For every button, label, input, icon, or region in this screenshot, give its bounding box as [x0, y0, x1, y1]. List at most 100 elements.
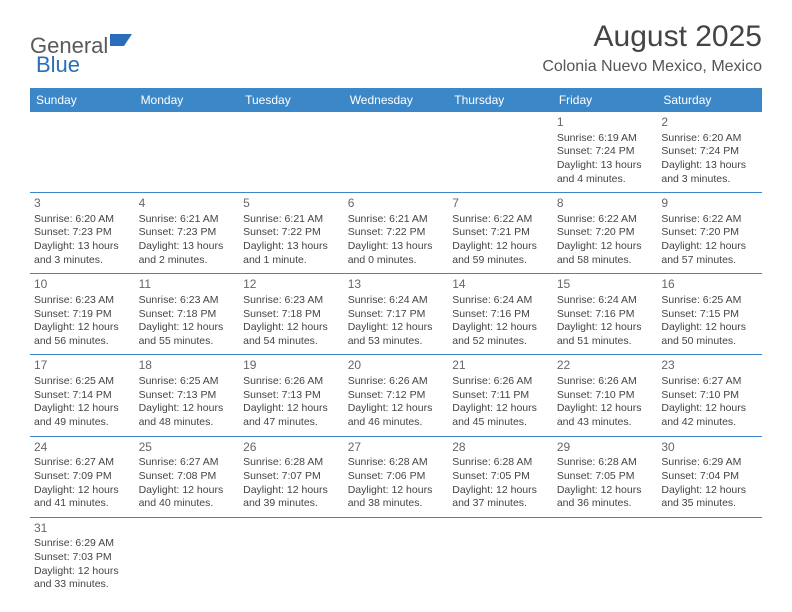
sunrise-text: Sunrise: 6:24 AM [452, 294, 549, 308]
sunrise-text: Sunrise: 6:25 AM [34, 375, 131, 389]
day-number: 6 [348, 196, 445, 212]
sunrise-text: Sunrise: 6:22 AM [661, 213, 758, 227]
daylight-text: Daylight: 13 hours and 3 minutes. [34, 240, 131, 267]
sunset-text: Sunset: 7:22 PM [243, 226, 340, 240]
calendar-cell: 27Sunrise: 6:28 AMSunset: 7:06 PMDayligh… [344, 436, 449, 517]
sunset-text: Sunset: 7:09 PM [34, 470, 131, 484]
calendar-cell: 6Sunrise: 6:21 AMSunset: 7:22 PMDaylight… [344, 193, 449, 274]
calendar-row: 1Sunrise: 6:19 AM Sunset: 7:24 PM Daylight… [30, 112, 762, 193]
sunrise-text: Sunrise: 6:27 AM [661, 375, 758, 389]
daylight-text: Daylight: 12 hours and 38 minutes. [348, 484, 445, 511]
day-number: 23 [661, 358, 758, 374]
sunrise-text: Sunrise: 6:22 AM [557, 213, 654, 227]
sunrise-text: Sunrise: 6:24 AM [348, 294, 445, 308]
day-number: 11 [139, 277, 236, 293]
sunrise-text: Sunrise: 6:25 AM [139, 375, 236, 389]
calendar-cell: 29Sunrise: 6:28 AMSunset: 7:05 PMDayligh… [553, 436, 658, 517]
sunset-text: Sunset: 7:23 PM [139, 226, 236, 240]
month-title: August 2025 [542, 20, 762, 54]
sunset-text: Sunset: 7:20 PM [661, 226, 758, 240]
calendar-row: 17Sunrise: 6:25 AMSunset: 7:14 PMDayligh… [30, 355, 762, 436]
daylight-text: Daylight: 12 hours and 55 minutes. [139, 321, 236, 348]
calendar-cell: 13Sunrise: 6:24 AMSunset: 7:17 PMDayligh… [344, 274, 449, 355]
day-number: 15 [557, 277, 654, 293]
calendar-cell: 2Sunrise: 6:20 AMSunset: 7:24 PMDaylight… [657, 112, 762, 193]
sunset-text: Sunset: 7:24 PM [661, 145, 758, 159]
sunset-text: Sunset: 7:10 PM [661, 389, 758, 403]
calendar-cell: 15Sunrise: 6:24 AMSunset: 7:16 PMDayligh… [553, 274, 658, 355]
sunset-text: Sunset: 7:15 PM [661, 308, 758, 322]
sunrise-text: Sunrise: 6:20 AM [661, 132, 758, 146]
sunset-text: Sunset: 7:22 PM [348, 226, 445, 240]
day-number: 21 [452, 358, 549, 374]
calendar-cell: 7Sunrise: 6:22 AMSunset: 7:21 PMDaylight… [448, 193, 553, 274]
calendar-cell: 17Sunrise: 6:25 AMSunset: 7:14 PMDayligh… [30, 355, 135, 436]
weekday-header: Wednesday [344, 88, 449, 112]
calendar-cell [135, 112, 240, 193]
daylight-text: Daylight: 12 hours and 57 minutes. [661, 240, 758, 267]
logo-blue: Blue [36, 52, 80, 78]
calendar-row: 24Sunrise: 6:27 AMSunset: 7:09 PMDayligh… [30, 436, 762, 517]
header: General August 2025 Colonia Nuevo Mexico… [30, 20, 762, 76]
sunrise-text: Sunrise: 6:29 AM [34, 537, 131, 551]
weekday-header: Tuesday [239, 88, 344, 112]
daylight-text: Daylight: 12 hours and 58 minutes. [557, 240, 654, 267]
calendar-cell [448, 517, 553, 598]
calendar-cell [657, 517, 762, 598]
daylight-text: Daylight: 12 hours and 45 minutes. [452, 402, 549, 429]
sunrise-text: Sunrise: 6:21 AM [348, 213, 445, 227]
day-number: 20 [348, 358, 445, 374]
day-number: 22 [557, 358, 654, 374]
day-number: 2 [661, 115, 758, 131]
sunset-text: Sunset: 7:05 PM [452, 470, 549, 484]
calendar-cell: 22Sunrise: 6:26 AMSunset: 7:10 PMDayligh… [553, 355, 658, 436]
day-number: 19 [243, 358, 340, 374]
day-number: 1 [557, 115, 654, 131]
sunrise-text: Sunrise: 6:26 AM [243, 375, 340, 389]
sunset-text: Sunset: 7:19 PM [34, 308, 131, 322]
sunrise-text: Sunrise: 6:27 AM [34, 456, 131, 470]
calendar-cell: 18Sunrise: 6:25 AMSunset: 7:13 PMDayligh… [135, 355, 240, 436]
day-number: 26 [243, 440, 340, 456]
day-number: 17 [34, 358, 131, 374]
weekday-header: Friday [553, 88, 658, 112]
calendar-body: 1Sunrise: 6:19 AM Sunset: 7:24 PM Daylight… [30, 112, 762, 598]
sunrise-text: Sunrise: 6:21 AM [139, 213, 236, 227]
calendar-cell: 12Sunrise: 6:23 AMSunset: 7:18 PMDayligh… [239, 274, 344, 355]
calendar-cell: 4Sunrise: 6:21 AMSunset: 7:23 PMDaylight… [135, 193, 240, 274]
weekday-header: Saturday [657, 88, 762, 112]
sunrise-text: Sunrise: 6:23 AM [34, 294, 131, 308]
daylight-text: Daylight: 13 hours and 4 minutes. [557, 159, 654, 186]
day-number: 28 [452, 440, 549, 456]
sunset-text: Sunset: 7:18 PM [243, 308, 340, 322]
sunrise-text: Sunrise: 6:19 AM [557, 132, 654, 146]
sunset-text: Sunset: 7:06 PM [348, 470, 445, 484]
daylight-text: Daylight: 12 hours and 50 minutes. [661, 321, 758, 348]
daylight-text: Daylight: 12 hours and 56 minutes. [34, 321, 131, 348]
calendar-cell: 10Sunrise: 6:23 AMSunset: 7:19 PMDayligh… [30, 274, 135, 355]
day-number: 27 [348, 440, 445, 456]
day-number: 4 [139, 196, 236, 212]
sunset-text: Sunset: 7:13 PM [243, 389, 340, 403]
calendar-cell: 20Sunrise: 6:26 AMSunset: 7:12 PMDayligh… [344, 355, 449, 436]
weekday-header: Monday [135, 88, 240, 112]
sunrise-text: Sunrise: 6:23 AM [243, 294, 340, 308]
sunset-text: Sunset: 7:23 PM [34, 226, 131, 240]
sunrise-text: Sunrise: 6:25 AM [661, 294, 758, 308]
daylight-text: Daylight: 12 hours and 36 minutes. [557, 484, 654, 511]
daylight-text: Daylight: 12 hours and 33 minutes. [34, 565, 131, 592]
sunrise-text: Sunrise: 6:28 AM [348, 456, 445, 470]
calendar-cell: 5Sunrise: 6:21 AMSunset: 7:22 PMDaylight… [239, 193, 344, 274]
day-number: 8 [557, 196, 654, 212]
calendar-cell [239, 112, 344, 193]
sunrise-text: Sunrise: 6:22 AM [452, 213, 549, 227]
calendar-cell: 23Sunrise: 6:27 AMSunset: 7:10 PMDayligh… [657, 355, 762, 436]
daylight-text: Daylight: 12 hours and 59 minutes. [452, 240, 549, 267]
daylight-text: Daylight: 13 hours and 1 minute. [243, 240, 340, 267]
sunset-text: Sunset: 7:11 PM [452, 389, 549, 403]
sunrise-text: Sunrise: 6:24 AM [557, 294, 654, 308]
day-number: 3 [34, 196, 131, 212]
sunrise-text: Sunrise: 6:28 AM [557, 456, 654, 470]
calendar-cell: 11Sunrise: 6:23 AMSunset: 7:18 PMDayligh… [135, 274, 240, 355]
calendar-table: Sunday Monday Tuesday Wednesday Thursday… [30, 88, 762, 598]
